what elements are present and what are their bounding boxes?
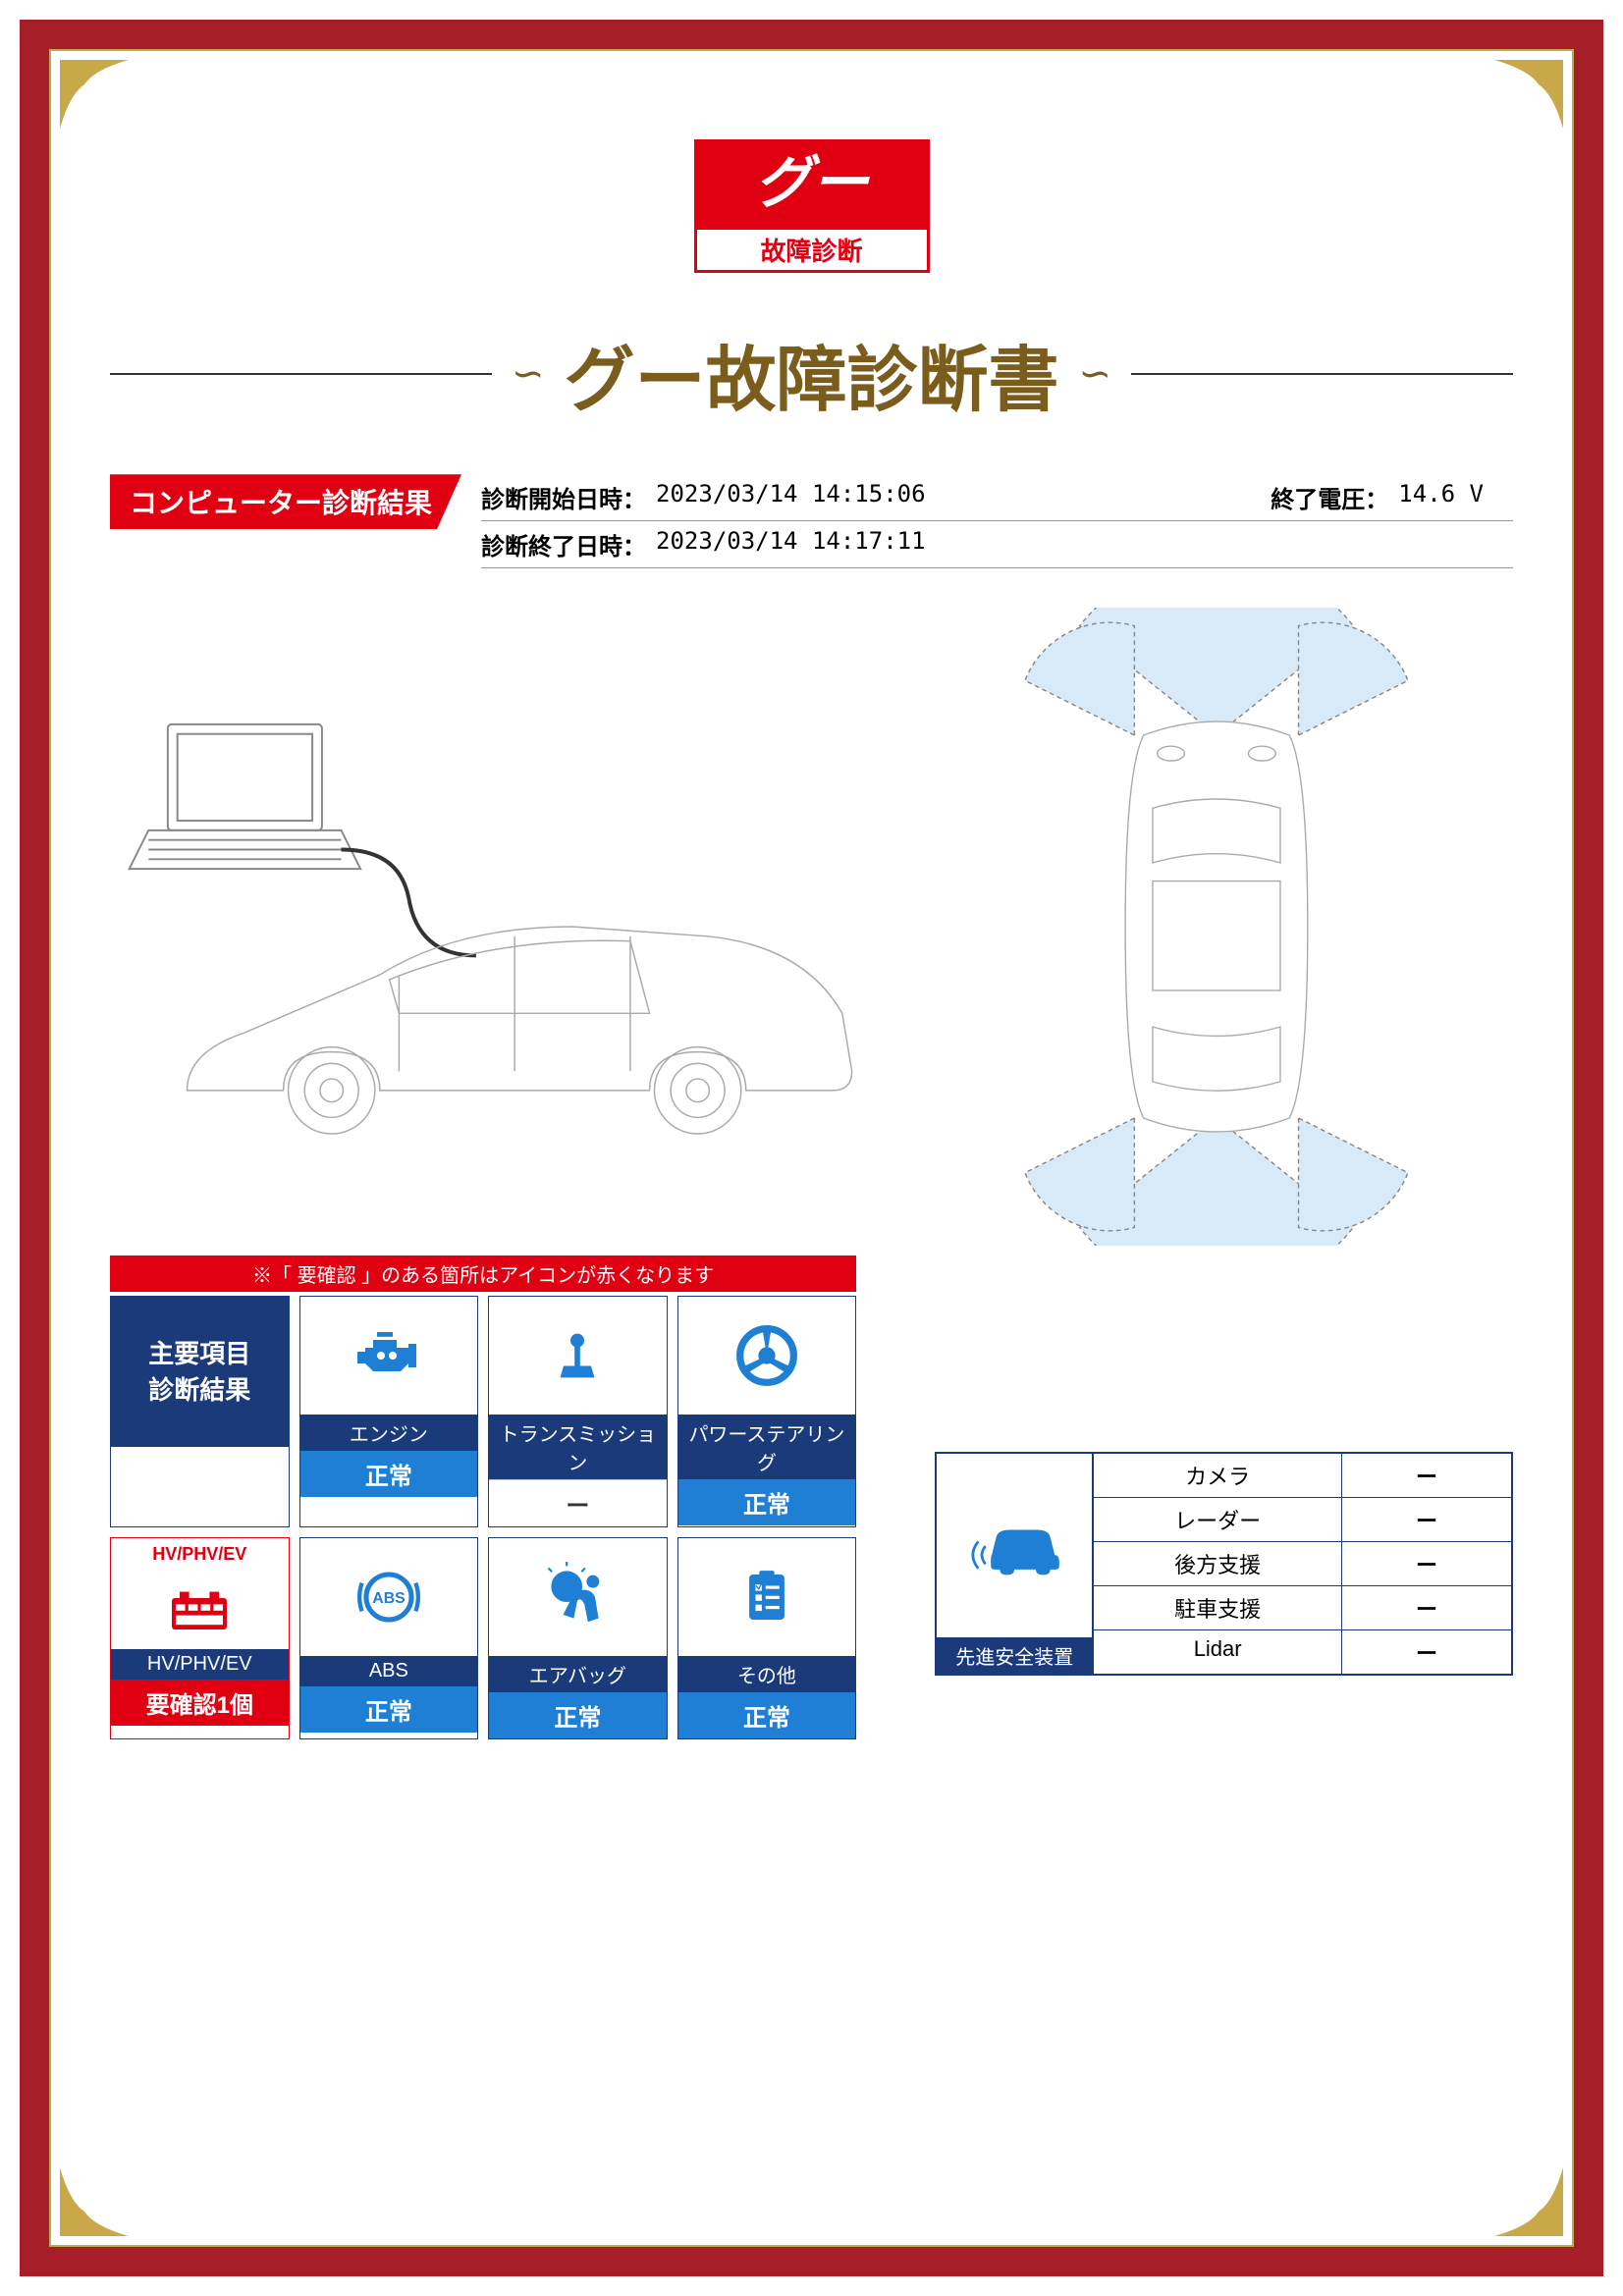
svg-text:ABS: ABS xyxy=(372,1590,405,1607)
safety-left-column: 先進安全装置 xyxy=(937,1454,1094,1674)
safety-item-value: ー xyxy=(1342,1542,1511,1585)
flourish-right: ∽ xyxy=(1079,351,1112,397)
diagram-area xyxy=(110,608,1513,1246)
note-bar: ※「 要確認 」のある箇所はアイコンが赤くなります xyxy=(110,1255,856,1292)
inner-frame: グー 故障診断 ∽ グー故障診断書 ∽ コンピューター診断結果 診断開始日時： … xyxy=(49,49,1574,2247)
flourish-left: ∽ xyxy=(512,351,545,397)
safety-rows: カメラーレーダーー後方支援ー駐車支援ーLidarー xyxy=(1094,1454,1511,1674)
hv-status: 要確認1個 xyxy=(111,1680,289,1726)
main-results-title: 主要項目 診断結果 xyxy=(111,1297,289,1447)
voltage-label: 終了電圧： xyxy=(1271,480,1388,514)
section-ribbon: コンピューター診断結果 xyxy=(110,474,461,529)
document-title: グー故障診断書 xyxy=(565,322,1059,425)
outer-frame: グー 故障診断 ∽ グー故障診断書 ∽ コンピューター診断結果 診断開始日時： … xyxy=(20,20,1603,2276)
results-area: ※「 要確認 」のある箇所はアイコンが赤くなります 主要項目 診断結果エンジン正… xyxy=(110,1255,1513,1739)
safety-row: 駐車支援ー xyxy=(1094,1586,1511,1630)
safety-item-value: ー xyxy=(1342,1586,1511,1629)
safety-row: カメラー xyxy=(1094,1454,1511,1498)
result-label: エンジン xyxy=(300,1415,478,1451)
result-status: 正常 xyxy=(489,1692,667,1738)
car-side-svg xyxy=(110,608,881,1246)
result-label: その他 xyxy=(678,1656,856,1692)
title-line-left xyxy=(110,373,492,375)
safety-row: 後方支援ー xyxy=(1094,1542,1511,1586)
result-status: 正常 xyxy=(678,1692,856,1738)
result-label: パワーステアリング xyxy=(678,1415,856,1479)
hv-label: HV/PHV/EV xyxy=(111,1649,289,1680)
logo-main: グー xyxy=(694,139,930,227)
info-fields: 診断開始日時： 2023/03/14 14:15:06 終了電圧： 14.6 V… xyxy=(481,474,1513,568)
car-top-diagram xyxy=(920,608,1513,1246)
title-row: ∽ グー故障診断書 ∽ xyxy=(110,322,1513,425)
results-grid: 主要項目 診断結果エンジン正常トランスミッションーパワーステアリング正常HV/P… xyxy=(110,1296,856,1739)
title-line-right xyxy=(1131,373,1513,375)
safety-item-name: 後方支援 xyxy=(1094,1542,1342,1585)
result-status: 正常 xyxy=(678,1479,856,1525)
voltage-group: 終了電圧： 14.6 V xyxy=(1271,480,1513,514)
voltage-value: 14.6 V xyxy=(1398,480,1484,514)
safety-item-value: ー xyxy=(1342,1454,1511,1497)
safety-row: Lidarー xyxy=(1094,1630,1511,1674)
result-cell-abs: ABSABS正常 xyxy=(299,1537,479,1739)
engine-icon xyxy=(300,1297,478,1415)
info-row: コンピューター診断結果 診断開始日時： 2023/03/14 14:15:06 … xyxy=(110,474,1513,568)
safety-table: 先進安全装置 カメラーレーダーー後方支援ー駐車支援ーLidarー xyxy=(935,1452,1513,1676)
result-cell-clipboard: その他正常 xyxy=(677,1537,857,1739)
airbag-icon xyxy=(489,1538,667,1656)
hv-top-label: HV/PHV/EV xyxy=(111,1538,289,1571)
info-line-2: 診断終了日時： 2023/03/14 14:17:11 xyxy=(481,521,1513,568)
car-top-svg xyxy=(920,608,1513,1246)
car-side-diagram xyxy=(110,608,881,1246)
safety-item-value: ー xyxy=(1342,1498,1511,1541)
result-cell-airbag: エアバッグ正常 xyxy=(488,1537,668,1739)
safety-item-name: Lidar xyxy=(1094,1630,1342,1674)
transmission-icon xyxy=(489,1297,667,1415)
steering-icon xyxy=(678,1297,856,1415)
safety-title: 先進安全装置 xyxy=(937,1637,1092,1674)
result-label: エアバッグ xyxy=(489,1656,667,1692)
end-label: 診断終了日時： xyxy=(481,527,646,561)
clipboard-icon xyxy=(678,1538,856,1656)
safety-row: レーダーー xyxy=(1094,1498,1511,1542)
battery-icon xyxy=(111,1571,289,1649)
start-value: 2023/03/14 14:15:06 xyxy=(656,480,926,514)
safety-item-name: カメラ xyxy=(1094,1454,1342,1497)
info-line-1: 診断開始日時： 2023/03/14 14:15:06 終了電圧： 14.6 V xyxy=(481,474,1513,521)
result-label: トランスミッション xyxy=(489,1415,667,1479)
main-results-header-cell: 主要項目 診断結果 xyxy=(110,1296,290,1527)
end-value: 2023/03/14 14:17:11 xyxy=(656,527,926,561)
start-label: 診断開始日時： xyxy=(481,480,646,514)
logo-block: グー 故障診断 xyxy=(110,139,1513,273)
abs-icon: ABS xyxy=(300,1538,478,1656)
result-cell-transmission: トランスミッションー xyxy=(488,1296,668,1527)
result-status: 正常 xyxy=(300,1451,478,1497)
safety-car-icon xyxy=(937,1454,1092,1637)
safety-item-name: レーダー xyxy=(1094,1498,1342,1541)
hv-cell: HV/PHV/EVHV/PHV/EV要確認1個 xyxy=(110,1537,290,1739)
content-area: グー 故障診断 ∽ グー故障診断書 ∽ コンピューター診断結果 診断開始日時： … xyxy=(110,110,1513,2186)
result-label: ABS xyxy=(300,1656,478,1686)
logo-sub: 故障診断 xyxy=(694,227,930,273)
results-grid-container: ※「 要確認 」のある箇所はアイコンが赤くなります 主要項目 診断結果エンジン正… xyxy=(110,1255,856,1739)
result-status: ー xyxy=(489,1479,667,1526)
safety-item-name: 駐車支援 xyxy=(1094,1586,1342,1629)
result-status: 正常 xyxy=(300,1686,478,1733)
result-cell-steering: パワーステアリング正常 xyxy=(677,1296,857,1527)
result-cell-engine: エンジン正常 xyxy=(299,1296,479,1527)
safety-item-value: ー xyxy=(1342,1630,1511,1674)
